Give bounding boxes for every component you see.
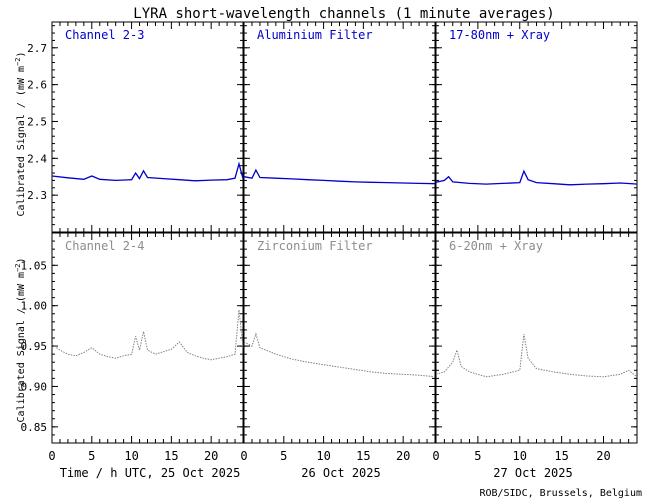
x-tick-label: 15: [554, 449, 568, 463]
y-tick-label: 2.4: [27, 152, 47, 165]
bottom-y-axis-label: Calibrated Signal / (mW m−2): [14, 258, 27, 423]
x-axis-label-day2: 26 Oct 2025: [301, 466, 380, 480]
x-tick-label: 15: [356, 449, 370, 463]
plot-frame: [243, 21, 436, 233]
y-tick-label: 0.95: [21, 340, 48, 353]
x-tick-label: 20: [596, 449, 610, 463]
bottom-y-axis-label-main: Calibrated Signal / (mW m: [16, 272, 27, 423]
credit-text: ROB/SIDC, Brussels, Belgium: [479, 488, 642, 499]
series-line-top-3: [435, 169, 638, 186]
x-tick-label: 5: [88, 449, 95, 463]
x-tick-label: 0: [48, 449, 55, 463]
panel-label-top-1: Channel 2-3: [65, 28, 144, 42]
figure-title: LYRA short-wavelength channels (1 minute…: [133, 6, 554, 22]
x-tick-label: 10: [124, 449, 138, 463]
y-tick-label: 2.6: [27, 79, 47, 92]
x-axis-label-day3: 27 Oct 2025: [493, 466, 572, 480]
x-tick-label: 15: [164, 449, 178, 463]
panel-label-top-2: Aluminium Filter: [257, 28, 373, 42]
x-tick-label: 0: [240, 449, 247, 463]
series-line-top-2: [243, 168, 436, 185]
bottom-row-plots: Channel 2-4 0 5 10 15 20 Zirconium Filter 0 5 10 1…: [21, 232, 638, 463]
y-tick-label: 1.05: [21, 259, 48, 272]
top-y-axis-label-sup: −2: [14, 58, 22, 66]
x-tick-label: 10: [316, 449, 330, 463]
series-line-bottom-3: [435, 333, 638, 378]
x-tick-label: 5: [474, 449, 481, 463]
top-y-axis-label-close: ): [16, 52, 27, 58]
y-tick-label: 0.85: [21, 421, 48, 434]
series-line-bottom-2: [243, 332, 436, 378]
panel-label-top-3: 17-80nm + Xray: [449, 28, 550, 42]
panel-label-bottom-2: Zirconium Filter: [257, 239, 373, 253]
y-tick-label: 2.3: [27, 189, 47, 202]
top-row-plots: Channel 2-3 Aluminium Filter 17-80nm + Xra…: [27, 21, 638, 233]
x-tick-label: 20: [204, 449, 218, 463]
top-y-axis-label: Calibrated Signal / (mW m−2): [14, 52, 27, 217]
series-line-bottom-1: [51, 309, 244, 361]
bottom-y-axis-label-close: ): [16, 258, 27, 264]
panel-label-bottom-1: Channel 2-4: [65, 239, 144, 253]
plot-frame: [51, 232, 244, 444]
x-tick-label: 20: [396, 449, 410, 463]
top-y-axis-label-main: Calibrated Signal / (mW m: [16, 66, 27, 217]
plot-frame: [51, 21, 244, 233]
series-line-top-1: [51, 161, 244, 182]
y-tick-label: 2.7: [27, 42, 47, 55]
y-tick-label: 0.90: [21, 380, 48, 393]
plot-frame: [243, 232, 436, 444]
x-tick-label: 5: [280, 449, 287, 463]
plot-frame: [435, 21, 638, 233]
x-axis-label-day1: Time / h UTC, 25 Oct 2025: [60, 466, 241, 480]
panel-label-bottom-3: 6-20nm + Xray: [449, 239, 543, 253]
bottom-y-axis-label-sup: −2: [14, 264, 22, 272]
x-tick-label: 10: [513, 449, 527, 463]
y-tick-label: 2.5: [27, 115, 47, 128]
x-tick-label: 0: [432, 449, 439, 463]
plot-frame: [435, 232, 638, 444]
y-tick-label: 1.00: [21, 300, 48, 313]
